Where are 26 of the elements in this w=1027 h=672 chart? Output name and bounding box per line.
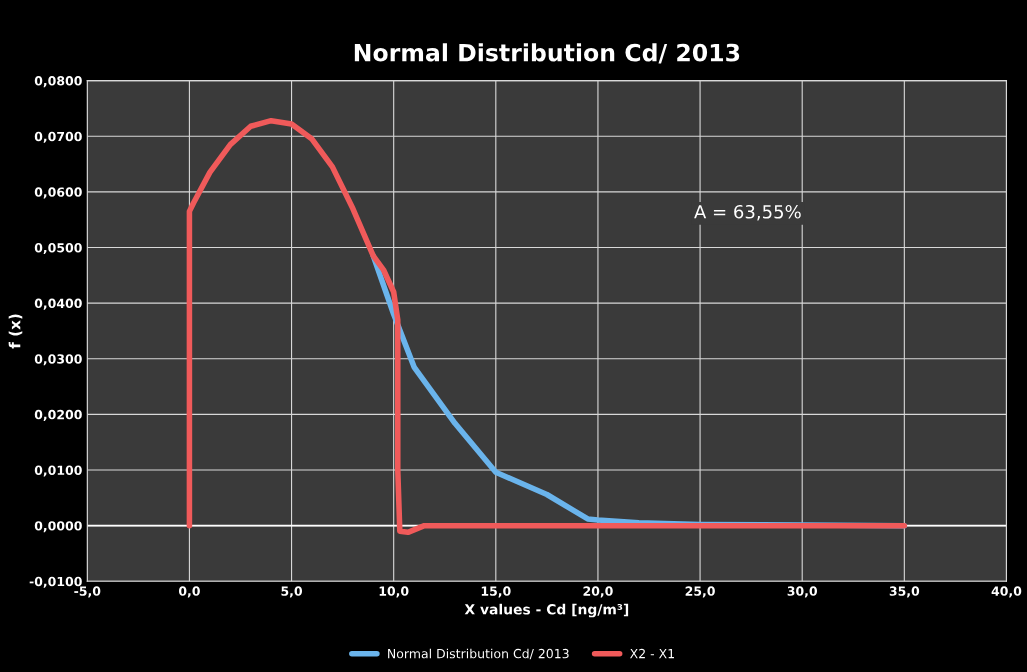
x-axis-title: X values - Cd [ng/m³]	[464, 603, 629, 618]
x-tick-label: 35,0	[889, 586, 920, 598]
y-tick-label: 0,0500	[34, 242, 82, 255]
x-tick-label: 25,0	[685, 586, 715, 598]
chart-title: Normal Distribution Cd/ 2013	[354, 43, 740, 64]
x-tick-label: 5,0	[281, 586, 303, 598]
y-tick-label: 0,0700	[34, 131, 82, 143]
x-tick-label: 20,0	[583, 586, 613, 598]
x-tick-label: 15,0	[481, 586, 511, 598]
y-tick-label: 0,0100	[34, 465, 82, 477]
y-tick-label: 0,0200	[34, 409, 82, 421]
x-tick-label: -5,0	[74, 586, 101, 598]
y-tick-label: 0,0300	[34, 354, 82, 366]
x-tick-label: 10,0	[379, 586, 409, 598]
y-tick-label: 0,0000	[34, 521, 82, 533]
x-tick-label: 40,0	[991, 586, 1022, 598]
y-tick-label: 0,0400	[34, 298, 82, 310]
x-tick-label: 30,0	[787, 586, 818, 598]
y-axis-title: f (x)	[8, 314, 23, 349]
legend-label: Normal Distribution Cd/ 2013	[388, 648, 569, 660]
x-tick-label: 0,0	[178, 586, 200, 598]
y-tick-label: -0,0100	[29, 576, 82, 588]
y-tick-label: 0,0800	[34, 76, 82, 88]
annotation: A = 63,55%	[694, 204, 801, 221]
y-tick-label: 0,0600	[34, 187, 82, 199]
legend-label: X2 - X1	[630, 648, 674, 659]
